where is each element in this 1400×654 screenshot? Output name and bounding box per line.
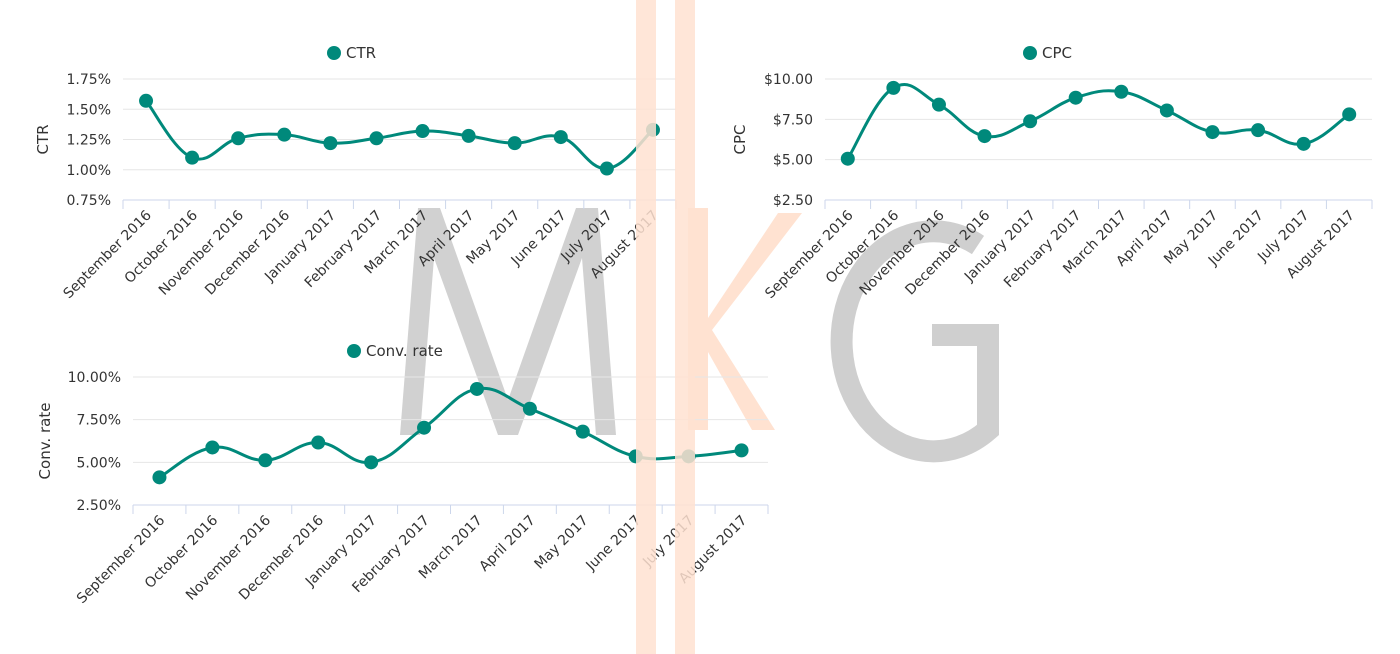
- data-point-marker[interactable]: [139, 93, 154, 108]
- x-tick-label: May 2017: [531, 513, 591, 573]
- x-tick-label: February 2017: [1001, 208, 1085, 292]
- x-tick-label: September 2016: [60, 207, 154, 301]
- watermark-letter-g: [830, 220, 999, 463]
- y-tick-label: $7.50: [773, 112, 813, 128]
- data-point-marker[interactable]: [1023, 114, 1038, 129]
- legend-label: Conv. rate: [366, 342, 443, 360]
- data-point-marker[interactable]: [1296, 136, 1311, 151]
- y-tick-label: 10.00%: [68, 370, 121, 386]
- y-tick-label: 1.25%: [67, 133, 111, 149]
- data-point-marker[interactable]: [469, 381, 484, 396]
- x-tick-label: September 2016: [74, 512, 168, 606]
- watermark-logo: [400, 208, 999, 463]
- legend-item[interactable]: CPC: [1023, 44, 1072, 62]
- x-tick-label: December 2016: [902, 207, 993, 298]
- data-point-marker[interactable]: [1159, 103, 1174, 118]
- data-point-marker[interactable]: [840, 151, 855, 166]
- data-point-marker[interactable]: [1205, 125, 1220, 140]
- legend-label: CTR: [346, 44, 376, 62]
- data-point-marker[interactable]: [277, 127, 292, 142]
- data-point-marker[interactable]: [599, 161, 614, 176]
- data-point-marker[interactable]: [417, 420, 432, 435]
- data-point-marker[interactable]: [522, 401, 537, 416]
- y-axis-title: Conv. rate: [36, 403, 54, 480]
- data-point-marker[interactable]: [886, 80, 901, 95]
- data-point-marker[interactable]: [553, 130, 568, 145]
- watermark-letter-m: [400, 208, 616, 435]
- data-point-marker[interactable]: [734, 443, 749, 458]
- y-axis-title: CPC: [731, 125, 749, 155]
- data-point-marker[interactable]: [1114, 84, 1129, 99]
- data-point-marker[interactable]: [152, 470, 167, 485]
- data-point-marker[interactable]: [311, 435, 326, 450]
- y-axis-title: CTR: [34, 124, 52, 154]
- data-point-marker[interactable]: [977, 129, 992, 144]
- legend-marker-icon: [347, 344, 361, 358]
- y-tick-label: $10.00: [764, 72, 813, 88]
- data-point-marker[interactable]: [507, 136, 522, 151]
- y-tick-label: 2.50%: [77, 498, 121, 514]
- y-tick-label: 1.75%: [67, 72, 111, 88]
- y-tick-label: 0.75%: [67, 193, 111, 209]
- y-tick-label: $2.50: [773, 193, 813, 209]
- data-point-marker[interactable]: [185, 150, 200, 165]
- y-tick-label: 7.50%: [77, 413, 121, 429]
- data-point-marker[interactable]: [323, 136, 338, 151]
- data-point-marker[interactable]: [1068, 90, 1083, 105]
- y-tick-label: 5.00%: [77, 455, 121, 471]
- data-point-marker[interactable]: [231, 131, 246, 146]
- data-point-marker[interactable]: [931, 97, 946, 112]
- data-point-marker[interactable]: [415, 124, 430, 139]
- legend-marker-icon: [327, 46, 341, 60]
- y-tick-label: 1.50%: [67, 102, 111, 118]
- legend-marker-icon: [1023, 46, 1037, 60]
- legend-label: CPC: [1042, 44, 1072, 62]
- x-tick-label: April 2017: [476, 513, 538, 575]
- conv-rate-chart: Conv. rate Conv. rate 2.50% 5.00% 7.50% 10.00…: [36, 342, 769, 607]
- y-tick-label: $5.00: [773, 153, 813, 169]
- legend-item[interactable]: CTR: [327, 44, 376, 62]
- data-point-marker[interactable]: [369, 131, 384, 146]
- legend-item[interactable]: Conv. rate: [347, 342, 443, 360]
- watermark-letter-k: [688, 208, 802, 430]
- data-point-marker[interactable]: [1251, 123, 1266, 138]
- series-line: [144, 99, 654, 171]
- watermark-stripe: [636, 0, 656, 654]
- y-tick-label: 1.00%: [67, 163, 111, 179]
- watermark-stripe: [675, 0, 695, 654]
- watermark-stripes: [636, 0, 695, 654]
- series-line: [846, 83, 1351, 160]
- data-point-marker[interactable]: [575, 424, 590, 439]
- x-tick-label: June 2017: [583, 513, 645, 575]
- data-point-marker[interactable]: [364, 455, 379, 470]
- data-point-marker[interactable]: [258, 453, 273, 468]
- data-point-marker[interactable]: [1342, 107, 1357, 122]
- x-tick-label: November 2016: [156, 207, 247, 298]
- data-point-marker[interactable]: [461, 128, 476, 143]
- x-tick-label: December 2016: [202, 207, 293, 298]
- data-point-marker[interactable]: [205, 440, 220, 455]
